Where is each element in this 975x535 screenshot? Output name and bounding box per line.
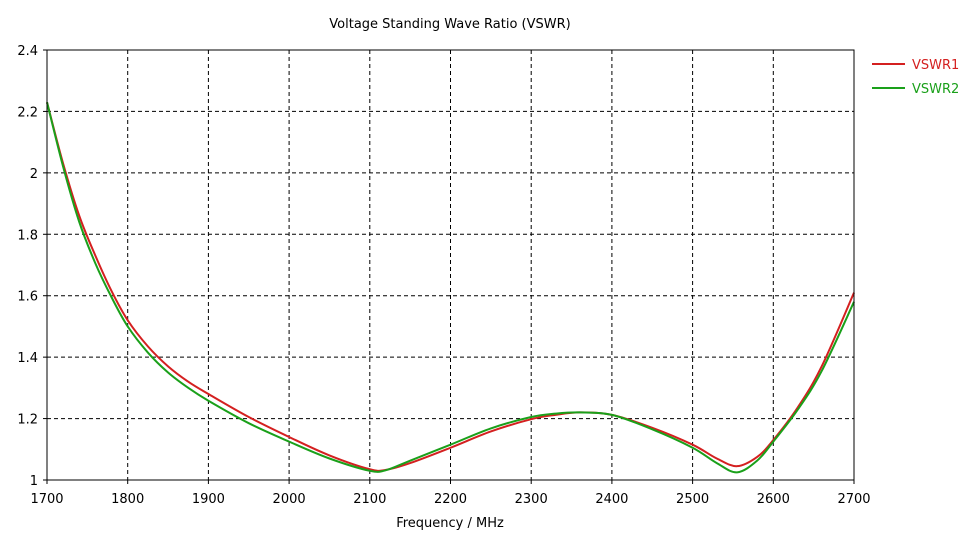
legend: VSWR1 VSWR2: [872, 58, 959, 97]
x-tick-label: 2400: [595, 492, 628, 507]
x-tick-label: 2500: [676, 492, 709, 507]
x-tick-label: 2100: [353, 492, 386, 507]
y-tick-label: 1.8: [17, 228, 38, 243]
series-group: [46, 101, 855, 474]
y-tick-label: 1.2: [17, 413, 38, 428]
y-axis-ticks: 1 1.2 1.4 1.6 1.8 2 2.2 2.4: [17, 44, 47, 489]
x-tick-label: 2600: [757, 492, 790, 507]
y-tick-label: 1.6: [17, 290, 38, 305]
legend-label-vswr1: VSWR1: [912, 58, 959, 73]
x-tick-label: 2000: [273, 492, 306, 507]
y-tick-label: 2.2: [17, 105, 38, 120]
y-tick-label: 1: [30, 474, 38, 489]
x-tick-label: 2200: [434, 492, 467, 507]
y-tick-label: 2: [30, 167, 38, 182]
x-axis-ticks: 1700 1800 1900 2000 2100 2200 2300 2400 2500 2600…: [30, 480, 871, 507]
grid: [47, 50, 854, 480]
y-tick-label: 1.4: [17, 351, 38, 366]
chart-title: Voltage Standing Wave Ratio (VSWR): [329, 17, 570, 32]
x-tick-label: 2700: [837, 492, 870, 507]
x-tick-label: 1800: [111, 492, 144, 507]
x-tick-label: 1700: [30, 492, 63, 507]
series-line-vswr1: [46, 101, 855, 472]
x-tick-label: 2300: [515, 492, 548, 507]
x-tick-label: 1900: [192, 492, 225, 507]
legend-label-vswr2: VSWR2: [912, 82, 959, 97]
series-line-vswr2: [46, 101, 855, 474]
y-tick-label: 2.4: [17, 44, 38, 59]
x-axis-label: Frequency / MHz: [396, 516, 504, 531]
